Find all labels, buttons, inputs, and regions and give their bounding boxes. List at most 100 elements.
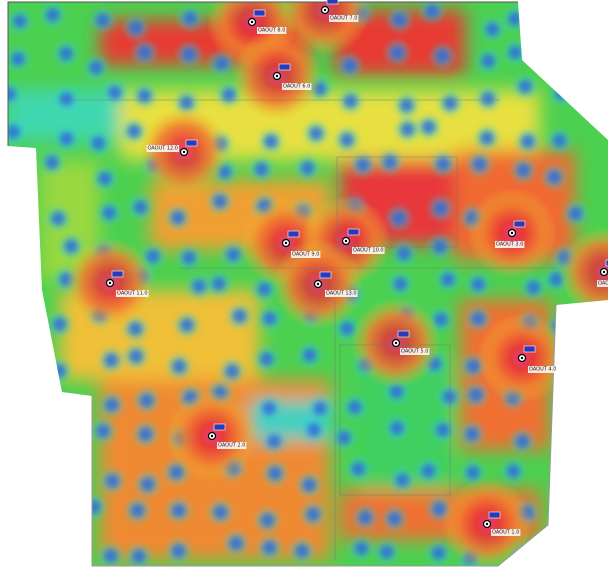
weak-spot <box>8 155 20 170</box>
weak-spot-halo <box>385 40 410 65</box>
weak-spot-halo <box>258 129 283 154</box>
weak-spot-halo <box>553 509 578 534</box>
ap-icon-core <box>250 20 254 24</box>
weak-spot-halo <box>297 343 322 368</box>
weak-spot-halo <box>335 127 360 152</box>
weak-spot-halo <box>437 384 462 409</box>
weak-spot-halo <box>560 531 585 556</box>
ap-icon-core <box>108 281 112 285</box>
ap-icon-core <box>210 434 214 438</box>
weak-spot-halo <box>224 531 249 556</box>
ap-label: OAOUT 6.0 <box>283 84 310 90</box>
weak-spot <box>53 539 68 554</box>
ap-tag <box>523 345 536 353</box>
weak-spot-halo <box>90 8 115 33</box>
weak-spot-halo <box>466 272 491 297</box>
access-point: OAD <box>597 259 608 287</box>
weak-spot-halo <box>128 195 153 220</box>
weak-spot-halo <box>40 385 65 410</box>
ap-label: OAOUT 7.0 <box>330 16 357 22</box>
weak-spot-halo <box>511 158 536 183</box>
access-point: OAOUT 6.0 <box>272 63 312 90</box>
weak-spot-halo <box>426 540 451 565</box>
weak-spot-halo <box>474 125 499 150</box>
weak-spot-halo <box>86 131 111 156</box>
weak-spot-halo <box>178 6 203 31</box>
ap-tag <box>287 230 300 238</box>
ap-label: OAD <box>598 281 608 287</box>
weak-spot-halo <box>257 396 282 421</box>
weak-spot-halo <box>221 242 246 267</box>
weak-spot-halo <box>47 358 72 383</box>
ap-label-bg <box>491 529 521 536</box>
ap-label-bg <box>146 145 179 152</box>
weak-spot-halo <box>54 126 79 151</box>
weak-spot-halo <box>48 534 73 559</box>
ap-tag <box>253 9 266 17</box>
weak-spot-halo <box>295 155 320 180</box>
weak-spot-halo <box>467 152 492 177</box>
ap-tag <box>605 259 608 267</box>
weak-spot-halo <box>460 460 485 485</box>
weak-spot-halo <box>547 128 572 153</box>
access-point: OAOUT 11.0 <box>105 270 149 297</box>
weak-spot-halo <box>254 347 279 372</box>
weak-spot-halo <box>385 416 410 441</box>
weak-spot-halo <box>8 307 32 332</box>
weak-spot-halo <box>54 86 79 111</box>
access-point: OAOUT 10.0 <box>341 228 385 254</box>
weak-spot-halo <box>257 306 282 331</box>
weak-spot <box>45 504 60 519</box>
weak-spot-halo <box>550 397 575 422</box>
access-point: OAOUT 4.0 <box>517 345 558 373</box>
weak-spot-halo <box>207 189 232 214</box>
ap-icon-core <box>284 241 288 245</box>
weak-spot-halo <box>382 506 407 531</box>
weak-spot-halo <box>349 536 374 561</box>
ap-label: OAOUT 1.0 <box>492 530 519 536</box>
weak-spot <box>569 6 584 21</box>
weak-spot-halo <box>8 202 31 227</box>
weak-spot-halo <box>125 498 150 523</box>
weak-spot-halo <box>99 348 124 373</box>
weak-spot <box>565 536 580 551</box>
ap-label: OAOUT 8.0 <box>258 28 285 34</box>
ap-label: OAOUT 3.0 <box>496 242 523 248</box>
weak-spot <box>14 394 29 409</box>
ap-label: OAOUT 4.0 <box>529 367 556 373</box>
ap-icon-core <box>394 341 398 345</box>
ap-icon-core <box>510 231 514 235</box>
weak-spot-halo <box>81 494 106 519</box>
ap-label: OAOUT 12.0 <box>147 146 178 152</box>
weak-spot-halo <box>262 429 287 454</box>
weak-spot-halo <box>346 456 371 481</box>
access-point: OAOUT 12.0 <box>146 139 198 157</box>
weak-spot-halo <box>304 121 329 146</box>
weak-spot <box>12 312 27 327</box>
weak-spot-halo <box>430 151 455 176</box>
access-points: OAOUT 8.0 OAOUT 7.0 OAOUT 6.0 OAOUT 12.0 OAO… <box>105 0 608 536</box>
weak-spot-halo <box>386 206 411 231</box>
ap-icon-core <box>316 282 320 286</box>
weak-spot-halo <box>177 42 202 67</box>
weak-spot <box>20 433 35 448</box>
weak-spot <box>555 351 570 366</box>
weak-spot-halo <box>166 539 191 564</box>
ap-icon-core <box>275 74 279 78</box>
weak-spot-halo <box>255 508 280 533</box>
weak-spot-halo <box>395 117 420 142</box>
weak-spot-halo <box>564 2 589 26</box>
ap-label-bg <box>597 280 608 287</box>
weak-spot-halo <box>133 422 158 447</box>
weak-spot-halo <box>428 196 453 221</box>
weak-spot-halo <box>167 354 192 379</box>
weak-spot-halo <box>8 245 32 270</box>
weak-spot-halo <box>263 461 288 486</box>
weak-spot <box>16 272 31 287</box>
weak-spot-halo <box>390 468 415 493</box>
weak-spot-halo <box>11 267 36 292</box>
weak-spot-halo <box>416 115 441 140</box>
weak-spot-halo <box>249 157 274 182</box>
walls <box>60 99 555 560</box>
